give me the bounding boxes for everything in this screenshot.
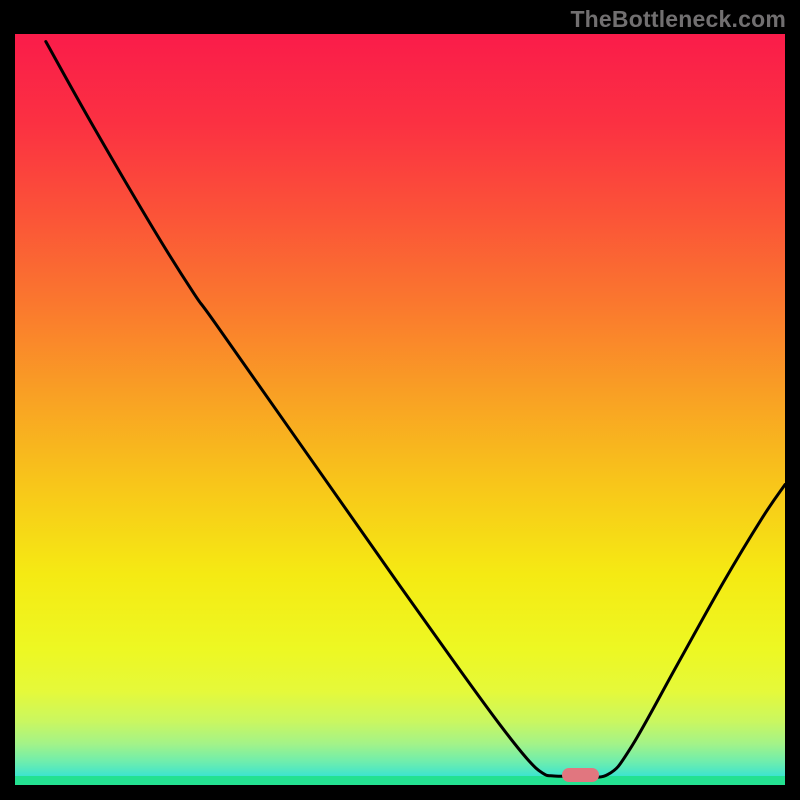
optimal-marker bbox=[562, 768, 599, 782]
plot-frame bbox=[15, 34, 785, 785]
bottleneck-chart bbox=[15, 34, 785, 785]
watermark-text: TheBottleneck.com bbox=[570, 6, 786, 33]
bottom-green-band bbox=[15, 776, 785, 785]
gradient-background bbox=[15, 34, 785, 785]
